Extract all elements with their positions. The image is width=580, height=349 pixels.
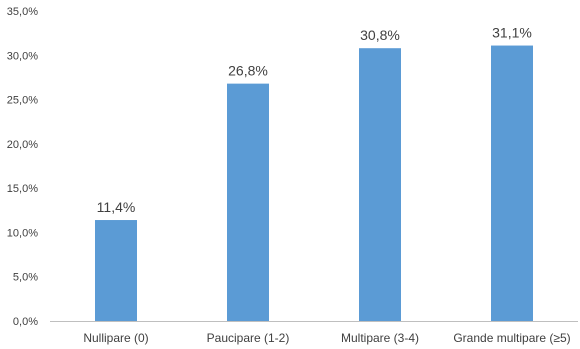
data-label: 30,8% <box>360 27 400 43</box>
y-axis-tick-labels: 0,0% 5,0% 10,0% 15,0% 20,0% 25,0% 30,0% 35,0% <box>7 6 38 328</box>
y-tick-label: 25,0% <box>7 95 38 107</box>
x-category-label: Multipare (3-4) <box>341 331 419 345</box>
y-tick-label: 30,0% <box>7 50 38 62</box>
data-label: 11,4% <box>97 199 136 215</box>
y-tick-label: 15,0% <box>7 183 38 195</box>
y-tick-label: 20,0% <box>7 139 38 151</box>
data-label: 31,1% <box>492 25 532 41</box>
bar <box>227 83 269 321</box>
bars-group <box>95 45 533 322</box>
y-tick-label: 5,0% <box>13 272 38 284</box>
x-category-label: Grande multipare (≥5) <box>453 331 570 345</box>
bar <box>491 45 533 322</box>
bar <box>359 48 401 321</box>
x-axis-category-labels: Nullipare (0) Paucipare (1-2) Multipare (3… <box>83 331 570 345</box>
bar <box>95 220 137 321</box>
data-label: 26,8% <box>228 63 268 79</box>
y-tick-label: 10,0% <box>7 227 38 239</box>
y-tick-label: 35,0% <box>7 6 38 18</box>
x-category-label: Nullipare (0) <box>83 331 148 345</box>
y-tick-label: 0,0% <box>13 316 38 328</box>
data-labels-group: 11,4% 26,8% 30,8% 31,1% <box>97 25 532 215</box>
x-category-label: Paucipare (1-2) <box>207 331 290 345</box>
